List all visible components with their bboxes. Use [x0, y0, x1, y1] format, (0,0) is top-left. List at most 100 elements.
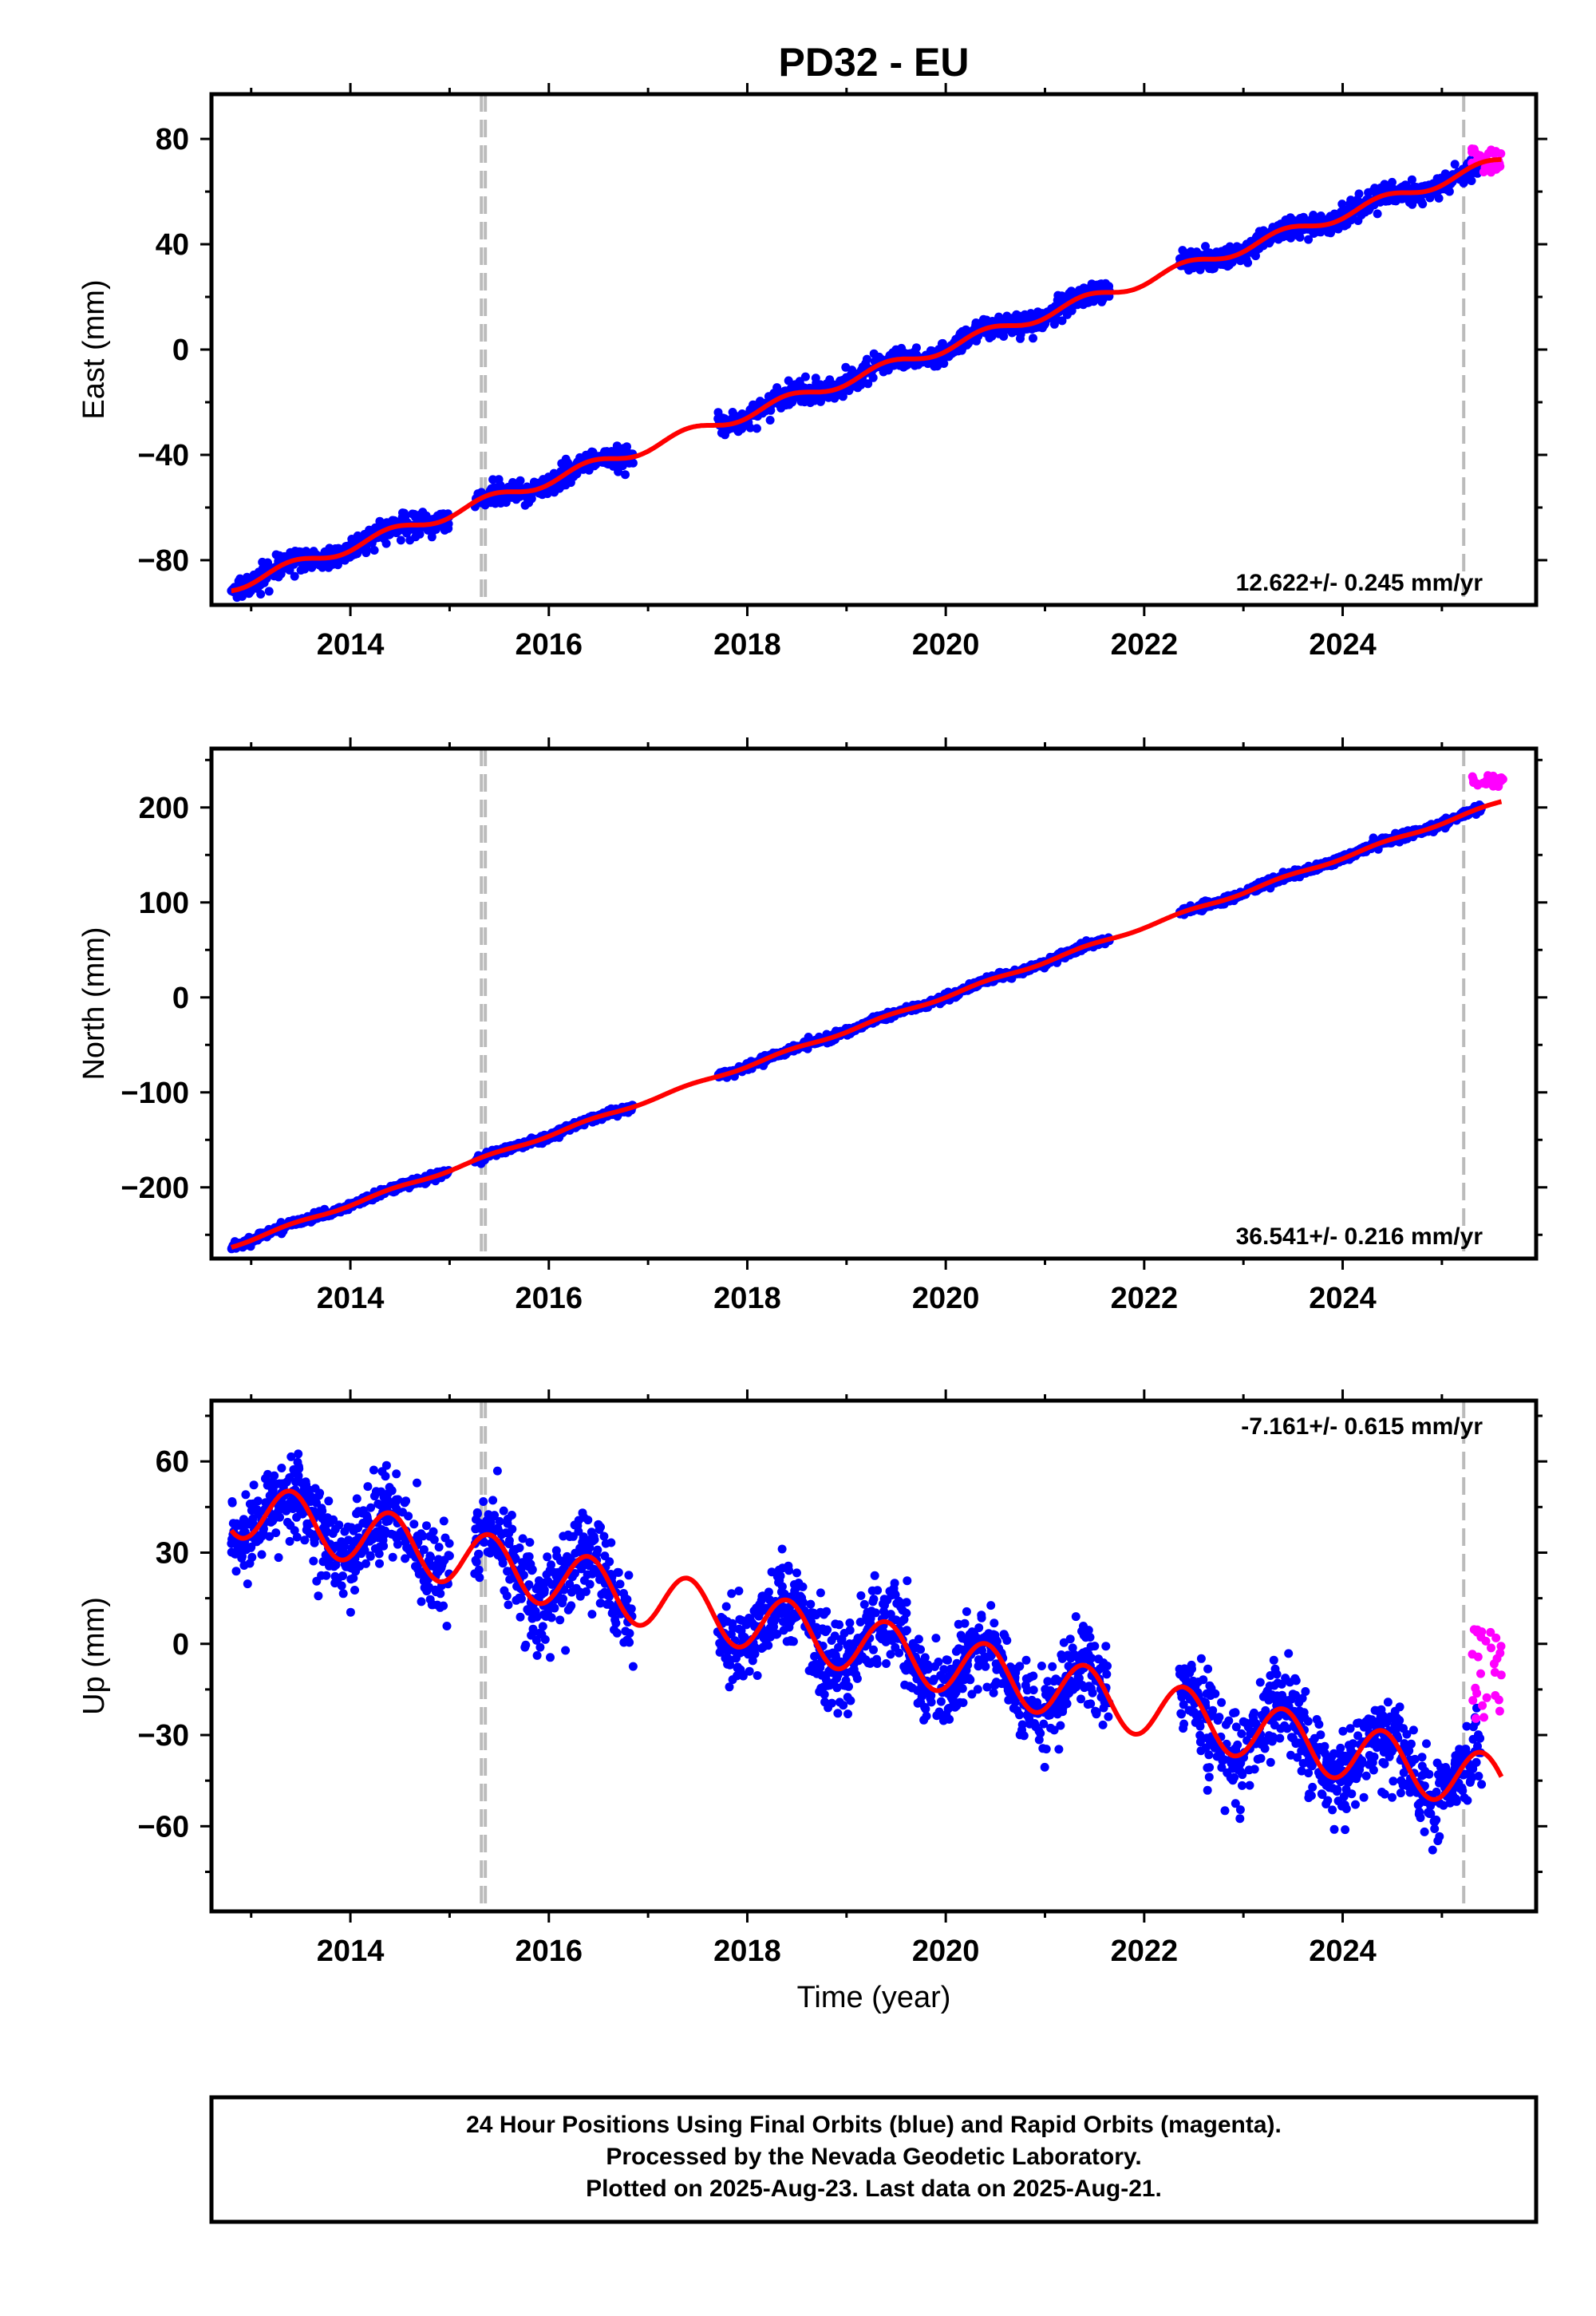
x-tick-label: 2020 [912, 628, 980, 662]
final-orbit-point [375, 1559, 384, 1568]
final-orbit-point [439, 1516, 448, 1526]
final-orbit-point [504, 1535, 514, 1545]
final-orbit-point [426, 1552, 436, 1562]
final-orbit-point [413, 1478, 421, 1488]
final-orbit-point [337, 1581, 346, 1591]
final-orbit-point [1304, 235, 1314, 244]
final-orbit-point [292, 1532, 302, 1542]
final-orbit-point [473, 1509, 482, 1519]
final-orbit-point [264, 587, 274, 596]
final-orbit-point [521, 1640, 531, 1650]
x-tick-label: 2018 [713, 628, 781, 662]
final-orbit-point [381, 1472, 390, 1481]
final-orbit-point [241, 1490, 251, 1500]
final-orbit-point [765, 416, 775, 425]
final-orbit-point [442, 1622, 452, 1630]
final-orbit-point [404, 1512, 413, 1521]
y-tick-label: −100 [120, 1077, 189, 1110]
final-orbit-point [939, 359, 949, 368]
final-orbit-point [231, 1567, 241, 1576]
velocity-label: 12.622+/- 0.245 mm/yr [1236, 570, 1483, 596]
final-orbit-point [868, 373, 878, 382]
rapid-orbit-point [1480, 163, 1490, 172]
final-orbit-point [1295, 232, 1305, 242]
final-orbit-point [247, 1552, 257, 1562]
final-orbit-point [1407, 175, 1416, 184]
final-orbit-point [527, 1565, 537, 1575]
final-orbit-point [315, 1488, 325, 1498]
final-orbit-point [363, 1482, 373, 1492]
final-orbit-point [409, 1520, 419, 1529]
final-orbit-point [1316, 211, 1325, 220]
final-orbit-point [388, 1552, 397, 1562]
final-orbit-point [1388, 177, 1396, 187]
final-orbit-point [1057, 316, 1067, 326]
final-orbit-point [516, 1594, 526, 1603]
final-orbit-point [745, 423, 755, 433]
rapid-orbit-point [1487, 168, 1495, 177]
y-tick-label: 100 [139, 887, 189, 920]
final-orbit-point [1434, 193, 1444, 203]
x-tick-label: 2016 [515, 1282, 583, 1315]
panel-east: 2014 2016 2018 2020 2022 2024−80−4004080East … [77, 83, 1547, 662]
final-orbit-point [444, 1539, 454, 1548]
x-tick-label: 2022 [1111, 1282, 1179, 1315]
rapid-orbit-point [1473, 781, 1483, 790]
final-orbit-point [863, 379, 873, 389]
final-orbit-point [766, 405, 776, 415]
final-orbit-point [1251, 251, 1260, 261]
final-orbit-point [294, 1464, 304, 1473]
final-orbit-point [495, 1516, 504, 1526]
final-orbit-point [1243, 258, 1253, 267]
final-orbit-point [422, 1521, 431, 1531]
x-tick-label: 2016 [515, 628, 583, 662]
final-orbit-point [369, 1465, 378, 1475]
final-orbit-point [1418, 200, 1428, 209]
final-orbit-point [243, 1579, 252, 1589]
final-orbit-point [271, 1528, 281, 1538]
final-orbit-point [381, 1460, 391, 1470]
final-orbit-point [525, 1538, 535, 1547]
final-orbit-point [938, 338, 947, 348]
y-tick-label: 0 [172, 982, 189, 1015]
model-fit-line [230, 799, 1503, 1250]
rapid-orbit-point [1491, 147, 1501, 156]
final-orbit-point [479, 1497, 488, 1506]
final-orbit-point [369, 546, 379, 555]
rapid-orbit-point [1495, 162, 1505, 171]
final-orbit-point [401, 1496, 411, 1506]
final-orbit-point [439, 1601, 448, 1611]
final-orbit-point [752, 424, 761, 433]
final-orbit-point [1467, 176, 1476, 185]
final-orbit-point [1209, 263, 1219, 273]
y-axis-label: North (mm) [77, 927, 111, 1080]
y-tick-label: −40 [138, 439, 189, 472]
final-orbit-point [285, 1536, 294, 1546]
final-orbit-point [346, 1607, 355, 1617]
final-orbit-point [294, 1449, 303, 1459]
figure-title: PD32 - EU [779, 40, 970, 85]
rapid-orbits-points [1468, 771, 1507, 791]
final-orbit-point [515, 1543, 524, 1552]
final-orbit-point [352, 1494, 361, 1504]
final-orbit-point [1354, 189, 1364, 199]
final-orbit-point [621, 470, 630, 480]
x-tick-label: 2024 [1309, 628, 1377, 662]
y-tick-label: 80 [156, 123, 189, 156]
x-tick-label: 2024 [1309, 1282, 1377, 1315]
final-orbit-point [1373, 209, 1382, 219]
y-tick-label: 40 [156, 228, 189, 262]
y-axis-label: East (mm) [77, 279, 111, 419]
final-orbit-point [338, 1589, 348, 1599]
final-orbit-point [488, 1496, 498, 1505]
x-tick-label: 2014 [317, 628, 385, 662]
x-tick-label: 2022 [1111, 628, 1179, 662]
rapid-orbit-point [1468, 772, 1477, 781]
x-tick-label: 2014 [317, 1282, 385, 1315]
rapid-orbit-point [1468, 148, 1477, 157]
final-orbit-point [290, 571, 299, 581]
final-orbit-point [504, 1600, 513, 1610]
x-tick-label: 2020 [912, 1282, 980, 1315]
